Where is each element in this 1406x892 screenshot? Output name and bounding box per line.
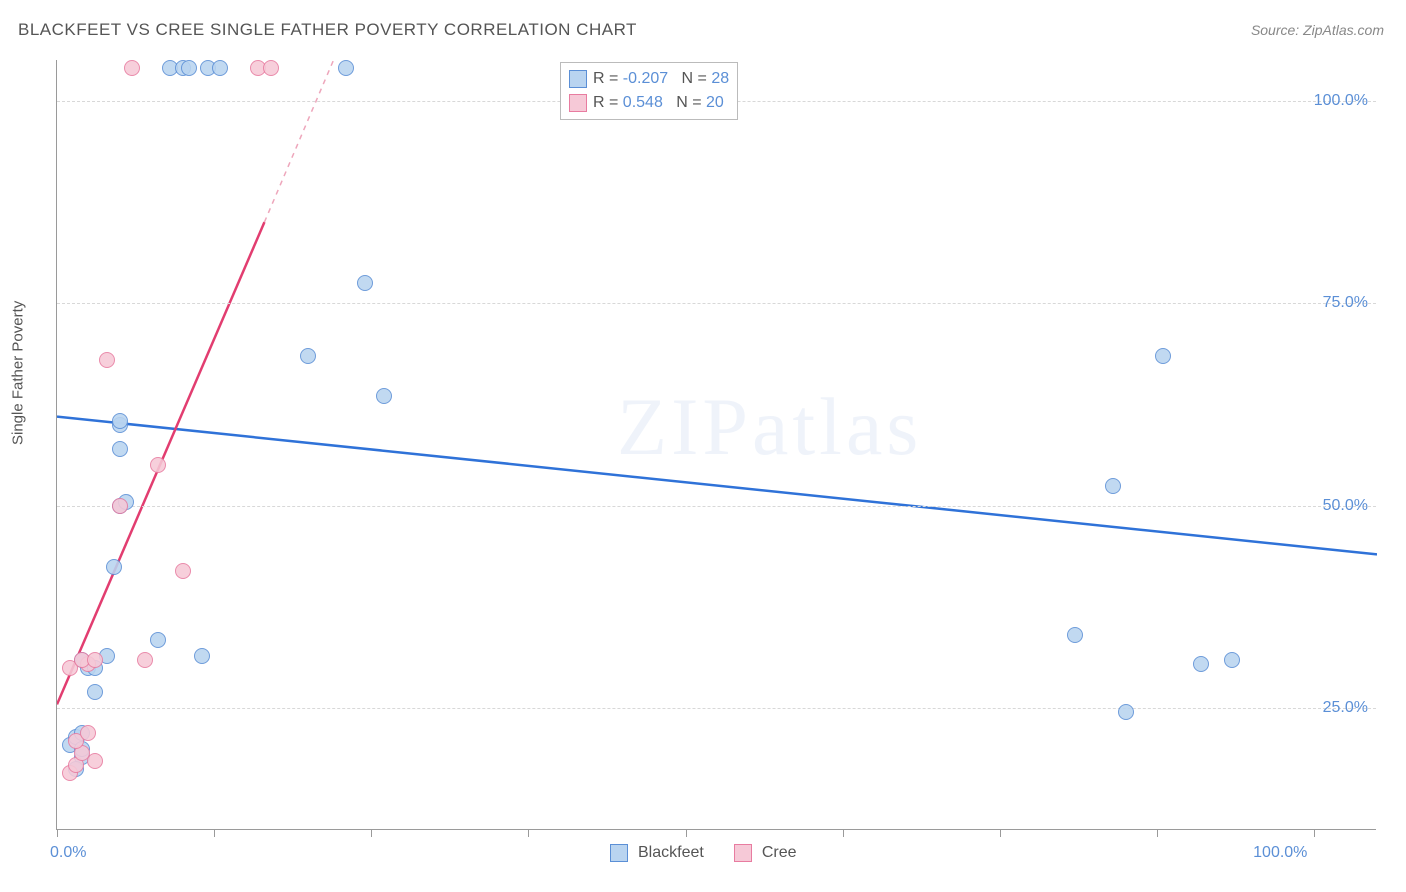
x-tick-label: 0.0% [50,844,86,862]
scatter-point-cree [263,60,279,76]
legend-swatch [610,844,628,862]
source-attribution: Source: ZipAtlas.com [1251,22,1384,38]
x-tick-mark [57,829,58,837]
scatter-point-blackfeet [1155,348,1171,364]
scatter-point-blackfeet [376,388,392,404]
x-tick-mark [1157,829,1158,837]
scatter-point-cree [87,753,103,769]
y-tick-label: 75.0% [1323,294,1368,312]
scatter-point-blackfeet [150,632,166,648]
x-tick-mark [371,829,372,837]
scatter-point-cree [112,498,128,514]
legend-swatch [569,70,587,88]
scatter-point-blackfeet [87,684,103,700]
x-tick-mark [843,829,844,837]
scatter-point-cree [87,652,103,668]
scatter-point-cree [137,652,153,668]
correlation-legend-row: R = 0.548 N = 20 [569,91,729,115]
legend-stats-text: R = -0.207 N = 28 [593,67,729,91]
trend-line [264,60,333,222]
gridline-horizontal [57,506,1376,507]
correlation-legend: R = -0.207 N = 28R = 0.548 N = 20 [560,62,738,120]
x-tick-mark [528,829,529,837]
legend-swatch [569,94,587,112]
scatter-point-cree [175,563,191,579]
scatter-point-blackfeet [1193,656,1209,672]
scatter-plot-area: ZIPatlas 25.0% 50.0% 75.0% 100.0% [56,60,1376,830]
chart-title: BLACKFEET VS CREE SINGLE FATHER POVERTY … [18,20,637,40]
correlation-legend-row: R = -0.207 N = 28 [569,67,729,91]
series-legend: Blackfeet Cree [610,844,817,862]
scatter-point-blackfeet [112,441,128,457]
scatter-point-blackfeet [212,60,228,76]
gridline-horizontal [57,708,1376,709]
x-tick-mark [686,829,687,837]
scatter-point-cree [99,352,115,368]
legend-series-label: Cree [762,844,797,862]
scatter-point-blackfeet [357,275,373,291]
scatter-point-cree [80,725,96,741]
legend-swatch [734,844,752,862]
x-tick-mark [214,829,215,837]
scatter-point-blackfeet [1067,627,1083,643]
scatter-point-blackfeet [300,348,316,364]
x-tick-mark [1000,829,1001,837]
y-tick-label: 50.0% [1323,497,1368,515]
scatter-point-blackfeet [1105,478,1121,494]
x-tick-mark [1314,829,1315,837]
legend-series-label: Blackfeet [638,844,704,862]
scatter-point-cree [124,60,140,76]
scatter-point-blackfeet [181,60,197,76]
x-tick-label: 100.0% [1253,844,1307,862]
scatter-point-cree [150,457,166,473]
scatter-point-blackfeet [338,60,354,76]
scatter-point-blackfeet [106,559,122,575]
y-axis-title: Single Father Poverty [10,301,27,445]
scatter-point-blackfeet [1224,652,1240,668]
gridline-horizontal [57,303,1376,304]
y-tick-label: 25.0% [1323,699,1368,717]
trend-line [57,417,1377,555]
legend-stats-text: R = 0.548 N = 20 [593,91,724,115]
scatter-point-blackfeet [1118,704,1134,720]
watermark-text: ZIPatlas [617,380,922,474]
y-tick-label: 100.0% [1314,92,1368,110]
scatter-point-blackfeet [112,413,128,429]
trend-lines-overlay [57,60,1377,830]
scatter-point-blackfeet [194,648,210,664]
